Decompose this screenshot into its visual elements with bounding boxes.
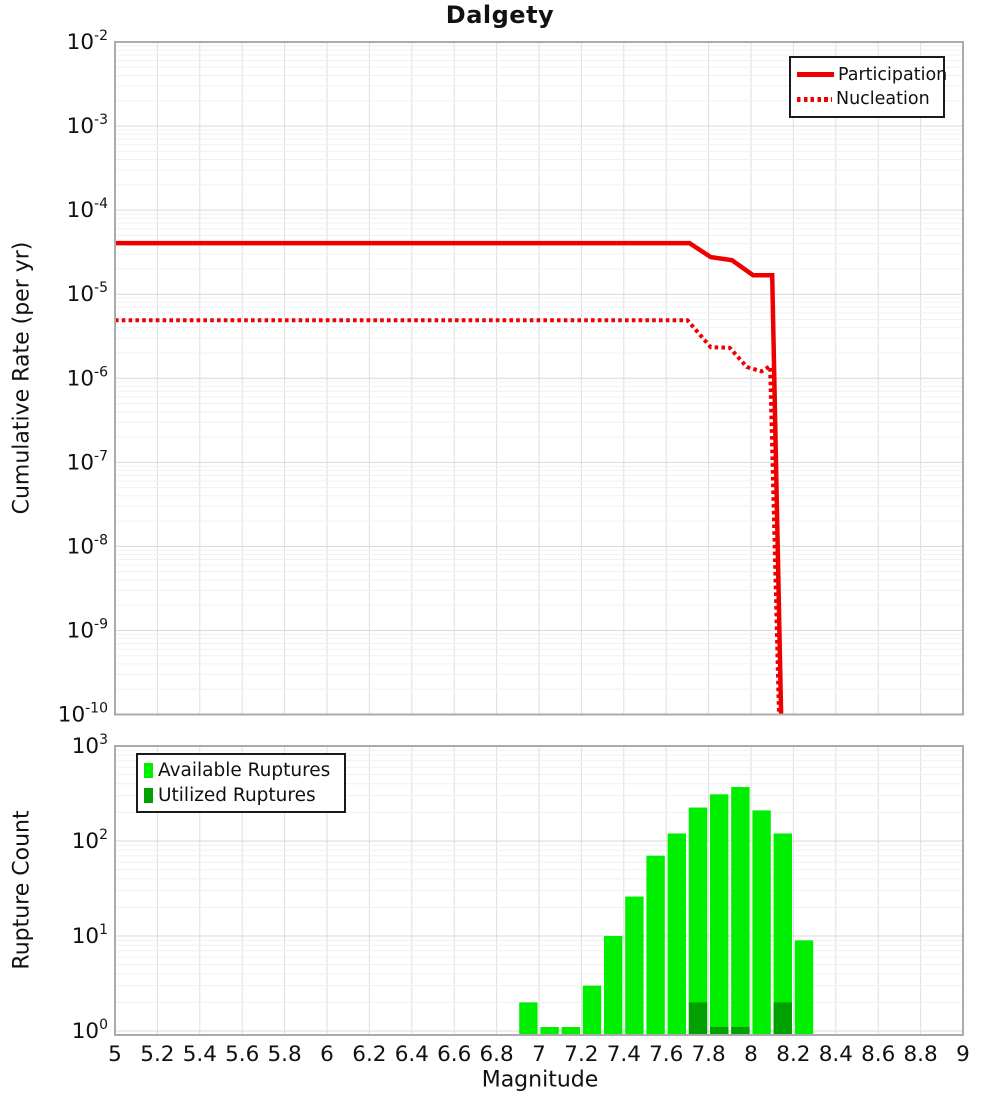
svg-text:8.8: 8.8	[903, 1042, 937, 1067]
svg-text:6: 6	[320, 1042, 334, 1067]
participation-label: Participation	[838, 64, 948, 85]
svg-text:10-5: 10-5	[67, 280, 108, 307]
rate-legend: Participation Nucleation	[789, 56, 947, 118]
utilized-ruptures-swatch	[144, 787, 153, 803]
svg-text:7.6: 7.6	[649, 1042, 683, 1067]
svg-text:8.6: 8.6	[861, 1042, 895, 1067]
svg-text:10-10: 10-10	[58, 701, 108, 728]
available-ruptures-label: Available Ruptures	[158, 760, 331, 782]
svg-text:10-4: 10-4	[67, 196, 108, 223]
svg-text:5.4: 5.4	[183, 1042, 217, 1067]
svg-text:9: 9	[956, 1042, 970, 1067]
svg-text:6.4: 6.4	[395, 1042, 429, 1067]
count-legend: Available Ruptures Utilized Ruptures	[136, 753, 346, 813]
svg-text:102: 102	[72, 827, 108, 854]
svg-text:7.2: 7.2	[564, 1042, 598, 1067]
svg-text:7.8: 7.8	[691, 1042, 725, 1067]
chart-title: Dalgety	[445, 1, 555, 29]
available-ruptures-swatch	[144, 763, 153, 779]
participation-line-swatch	[797, 71, 834, 78]
svg-text:5.8: 5.8	[267, 1042, 301, 1067]
svg-text:6.8: 6.8	[479, 1042, 513, 1067]
svg-text:6.2: 6.2	[352, 1042, 386, 1067]
svg-text:5.2: 5.2	[140, 1042, 174, 1067]
svg-text:7: 7	[532, 1042, 546, 1067]
svg-text:5: 5	[108, 1042, 122, 1067]
svg-text:10-2: 10-2	[67, 28, 108, 55]
svg-text:10-7: 10-7	[67, 448, 108, 475]
svg-text:10-9: 10-9	[67, 616, 108, 643]
legend-item-utilized-ruptures: Utilized Ruptures	[144, 785, 338, 806]
nucleation-label: Nucleation	[836, 89, 930, 110]
svg-text:8.4: 8.4	[819, 1042, 853, 1067]
utilized-ruptures-label: Utilized Ruptures	[158, 784, 316, 806]
svg-text:101: 101	[72, 922, 108, 949]
svg-text:8.2: 8.2	[776, 1042, 810, 1067]
legend-item-nucleation: Nucleation	[797, 89, 937, 109]
x-axis-label: Magnitude	[481, 1067, 599, 1093]
legend-item-available-ruptures: Available Ruptures	[144, 760, 338, 781]
svg-text:5.6: 5.6	[225, 1042, 259, 1067]
svg-text:7.4: 7.4	[607, 1042, 641, 1067]
svg-text:6.6: 6.6	[437, 1042, 471, 1067]
count-y-axis-label: Rupture Count	[9, 810, 35, 970]
svg-text:100: 100	[72, 1017, 108, 1044]
rate-y-axis-label: Cumulative Rate (per yr)	[9, 241, 35, 515]
svg-text:10-8: 10-8	[67, 532, 108, 559]
svg-text:103: 103	[72, 732, 108, 759]
svg-text:10-6: 10-6	[67, 364, 108, 391]
svg-text:10-3: 10-3	[67, 112, 108, 139]
svg-text:8: 8	[744, 1042, 758, 1067]
nucleation-line-swatch	[797, 97, 832, 102]
legend-item-participation: Participation	[797, 65, 947, 85]
